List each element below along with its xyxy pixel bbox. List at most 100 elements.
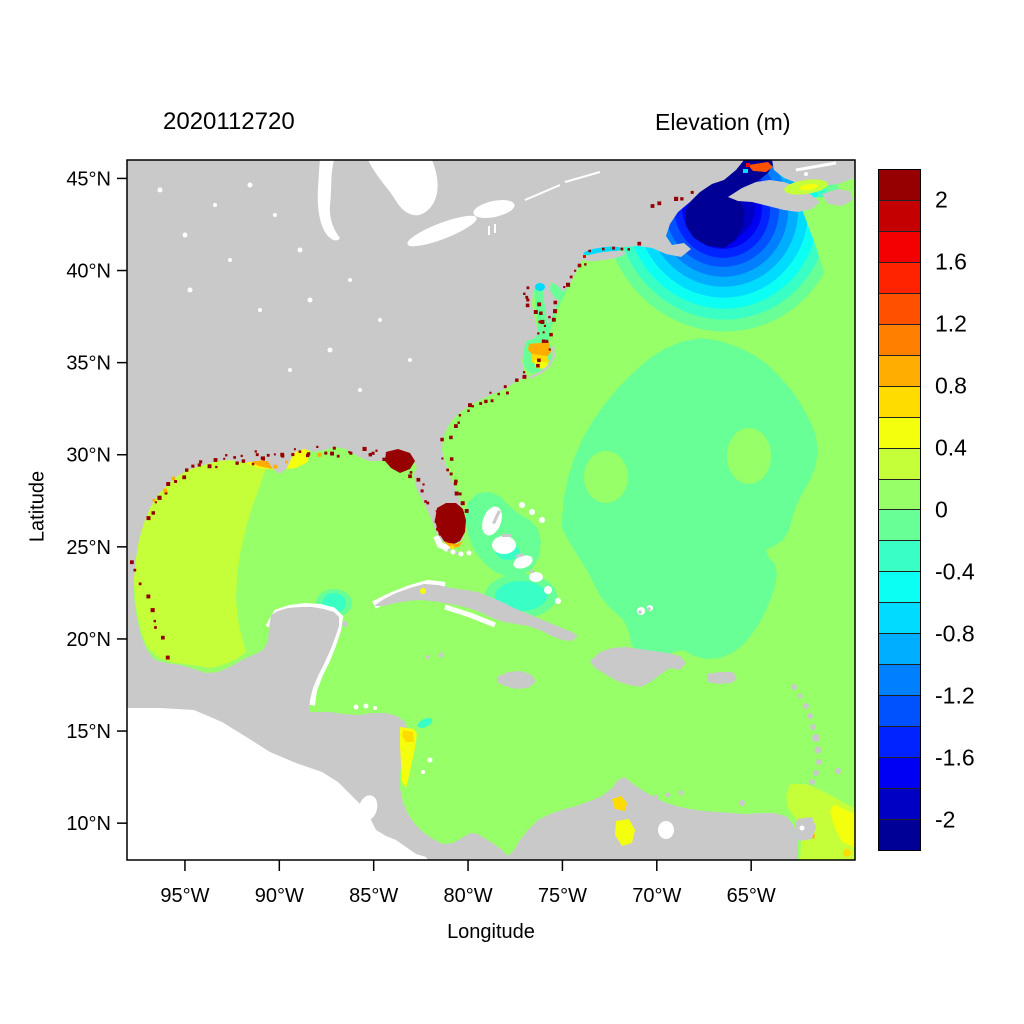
y-axis-ticks: 45°N 40°N 35°N 30°N 25°N 20°N 15°N 10°N bbox=[66, 168, 127, 835]
region-cuba-cays-yellow bbox=[420, 588, 426, 594]
speckle bbox=[563, 286, 566, 289]
speckle bbox=[138, 582, 142, 586]
speckle bbox=[566, 282, 571, 287]
speckle bbox=[454, 479, 458, 484]
speckle bbox=[146, 516, 151, 521]
land-hispaniola bbox=[590, 647, 686, 687]
colorbar-cell bbox=[879, 478, 920, 510]
colorbar-tick-label: 1.6 bbox=[935, 248, 967, 275]
speckle bbox=[449, 457, 454, 461]
speckle bbox=[223, 457, 226, 460]
speckle bbox=[368, 453, 372, 457]
speckle bbox=[602, 247, 605, 251]
x-tick-label: 85°W bbox=[349, 885, 398, 907]
colorbar-cell bbox=[879, 633, 920, 665]
colorbar-tick-label: -0.4 bbox=[935, 558, 975, 585]
speckle bbox=[251, 462, 255, 466]
x-axis-ticks: 95°W 90°W 85°W 80°W 75°W 70°W 65°W bbox=[160, 860, 776, 907]
speckle bbox=[537, 302, 542, 307]
speckle bbox=[240, 454, 243, 457]
y-tick-label: 20°N bbox=[66, 629, 111, 651]
land-long-island bbox=[582, 250, 626, 262]
speckle bbox=[426, 501, 430, 505]
colorbar-cell bbox=[879, 354, 920, 386]
bahama-banks bbox=[482, 502, 653, 615]
x-axis-label: Longitude bbox=[447, 921, 535, 943]
region-fundy-red-dot bbox=[746, 163, 750, 167]
colorbar-cell bbox=[879, 199, 920, 231]
speckle bbox=[588, 249, 591, 253]
region-everglades-orange-fringe bbox=[443, 541, 463, 548]
speckle bbox=[674, 196, 679, 201]
speckle bbox=[165, 655, 170, 660]
speckle bbox=[233, 456, 236, 459]
speckle bbox=[583, 255, 586, 258]
speckle bbox=[416, 477, 421, 482]
speckle bbox=[153, 619, 156, 623]
lake-nicaragua bbox=[358, 795, 378, 821]
speckle bbox=[191, 464, 195, 468]
region-everglades-amber-dot bbox=[450, 545, 454, 549]
speckle bbox=[440, 437, 444, 442]
speckle bbox=[541, 339, 546, 343]
colorbar-tick-label: 0.4 bbox=[935, 434, 967, 461]
speckle bbox=[349, 451, 353, 455]
speckle bbox=[330, 451, 334, 456]
region-chesapeake-cyan bbox=[535, 283, 545, 291]
speckle bbox=[449, 435, 453, 440]
speckle bbox=[281, 454, 285, 458]
land-jamaica bbox=[497, 671, 536, 689]
speckle bbox=[260, 459, 263, 462]
y-tick-label: 15°N bbox=[66, 721, 111, 743]
speckle bbox=[657, 201, 662, 206]
speckle bbox=[166, 482, 171, 486]
land-cuba bbox=[374, 584, 578, 641]
speckle bbox=[409, 471, 413, 474]
speckle bbox=[260, 456, 265, 461]
region-west-gulf bbox=[134, 443, 268, 668]
speckle bbox=[525, 295, 529, 299]
colorbar-cell bbox=[879, 757, 920, 789]
colorbar-cell bbox=[879, 509, 920, 541]
lake-michigan bbox=[317, 160, 340, 241]
speckle bbox=[130, 560, 134, 565]
speckle bbox=[266, 453, 270, 457]
region-orinoco-yellowgreen bbox=[786, 784, 855, 860]
colorbar-cell bbox=[879, 385, 920, 417]
speckle bbox=[490, 399, 494, 403]
region-sargasso-hole-west bbox=[584, 451, 628, 503]
outer-banks-barrier bbox=[528, 345, 556, 380]
colorbar-cell bbox=[879, 261, 920, 293]
colorbar bbox=[878, 169, 921, 851]
speckle bbox=[484, 399, 488, 404]
lake-huron bbox=[368, 160, 438, 216]
speckle bbox=[375, 449, 378, 452]
speckle bbox=[436, 527, 440, 531]
colorbar-cell bbox=[879, 170, 920, 200]
speckle bbox=[273, 453, 276, 456]
speckle bbox=[255, 453, 259, 457]
region-sargasso-hole-east bbox=[727, 428, 771, 484]
speckle bbox=[522, 374, 527, 379]
speckle bbox=[464, 509, 469, 513]
speckle bbox=[157, 495, 162, 500]
speckle bbox=[460, 501, 465, 506]
speckle bbox=[225, 454, 228, 457]
speckle bbox=[540, 319, 545, 324]
colorbar-cell bbox=[879, 664, 920, 696]
speckle bbox=[458, 492, 462, 496]
land-puerto-rico bbox=[707, 672, 737, 684]
speckle bbox=[293, 448, 296, 451]
speckle bbox=[298, 450, 302, 453]
speckle bbox=[424, 500, 427, 503]
colorbar-tick-label: -0.8 bbox=[935, 620, 975, 647]
speckle bbox=[584, 263, 587, 266]
speckle bbox=[420, 489, 424, 493]
speckle bbox=[446, 468, 449, 472]
region-orinoco-yellow bbox=[830, 804, 855, 848]
speckle bbox=[553, 309, 558, 314]
colorbar-cell bbox=[879, 695, 920, 727]
speckle bbox=[537, 332, 540, 335]
